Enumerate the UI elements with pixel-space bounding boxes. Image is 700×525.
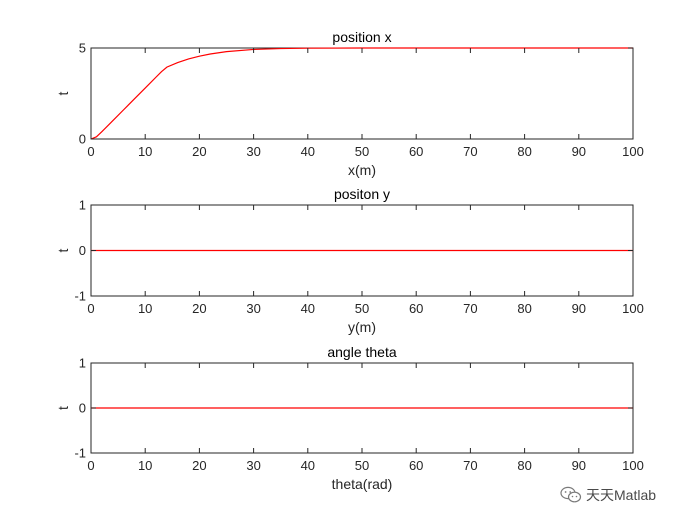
x-tick-label: 100 xyxy=(622,144,644,159)
x-tick-label: 70 xyxy=(463,458,477,473)
x-tick-label: 100 xyxy=(622,301,644,316)
x-tick-label: 40 xyxy=(301,144,315,159)
axes-title: angle theta xyxy=(327,344,396,360)
x-tick-label: 100 xyxy=(622,458,644,473)
y-tick-label: 0 xyxy=(79,401,86,416)
x-tick-label: 80 xyxy=(517,301,531,316)
series-line-0 xyxy=(90,47,633,140)
x-tick-label: 90 xyxy=(572,144,586,159)
y-tick-label: 5 xyxy=(79,41,86,56)
x-tick-label: 0 xyxy=(87,144,94,159)
x-axis-label: y(m) xyxy=(348,319,376,335)
x-tick-label: 30 xyxy=(246,144,260,159)
x-axis-label: theta(rad) xyxy=(332,476,393,492)
watermark-text: 天天Matlab xyxy=(586,487,657,503)
y-tick-label: -1 xyxy=(74,446,86,461)
axes-title: positon y xyxy=(334,186,390,202)
x-tick-label: 20 xyxy=(192,458,206,473)
x-tick-label: 70 xyxy=(463,301,477,316)
x-tick-label: 30 xyxy=(246,458,260,473)
x-tick-label: 40 xyxy=(301,458,315,473)
x-tick-label: 10 xyxy=(138,458,152,473)
x-tick-label: 40 xyxy=(301,301,315,316)
x-tick-label: 70 xyxy=(463,144,477,159)
x-tick-label: 10 xyxy=(138,301,152,316)
x-tick-label: 60 xyxy=(409,144,423,159)
x-tick-label: 80 xyxy=(517,458,531,473)
x-tick-label: 50 xyxy=(355,458,369,473)
x-tick-label: 10 xyxy=(138,144,152,159)
x-tick-label: 30 xyxy=(246,301,260,316)
x-tick-label: 0 xyxy=(87,458,94,473)
x-tick-label: 60 xyxy=(409,301,423,316)
plot-area xyxy=(90,47,634,140)
x-tick-label: 50 xyxy=(355,144,369,159)
y-tick-label: 0 xyxy=(79,132,86,147)
y-axis-label: t xyxy=(55,91,71,95)
y-tick-label: 1 xyxy=(79,356,86,371)
x-tick-label: 50 xyxy=(355,301,369,316)
x-tick-label: 80 xyxy=(517,144,531,159)
y-tick-label: 1 xyxy=(79,198,86,213)
subplot-position-x: 0 10 20 30 40 50 60 70 80 90 100 0 5 position x x(m) t xyxy=(55,29,644,178)
x-tick-label: 20 xyxy=(192,144,206,159)
y-axis-label: t xyxy=(55,248,71,252)
x-tick-label: 20 xyxy=(192,301,206,316)
x-tick-label: 60 xyxy=(409,458,423,473)
wechat-icon xyxy=(560,486,582,503)
x-tick-label: 0 xyxy=(87,301,94,316)
y-tick-label: 0 xyxy=(79,243,86,258)
axes-title: position x xyxy=(332,29,391,45)
x-tick-label: 90 xyxy=(572,458,586,473)
watermark: 天天Matlab xyxy=(560,484,656,506)
y-axis-label: t xyxy=(55,406,71,410)
x-axis-label: x(m) xyxy=(348,162,376,178)
x-tick-label: 90 xyxy=(572,301,586,316)
y-tick-label: -1 xyxy=(74,289,86,304)
